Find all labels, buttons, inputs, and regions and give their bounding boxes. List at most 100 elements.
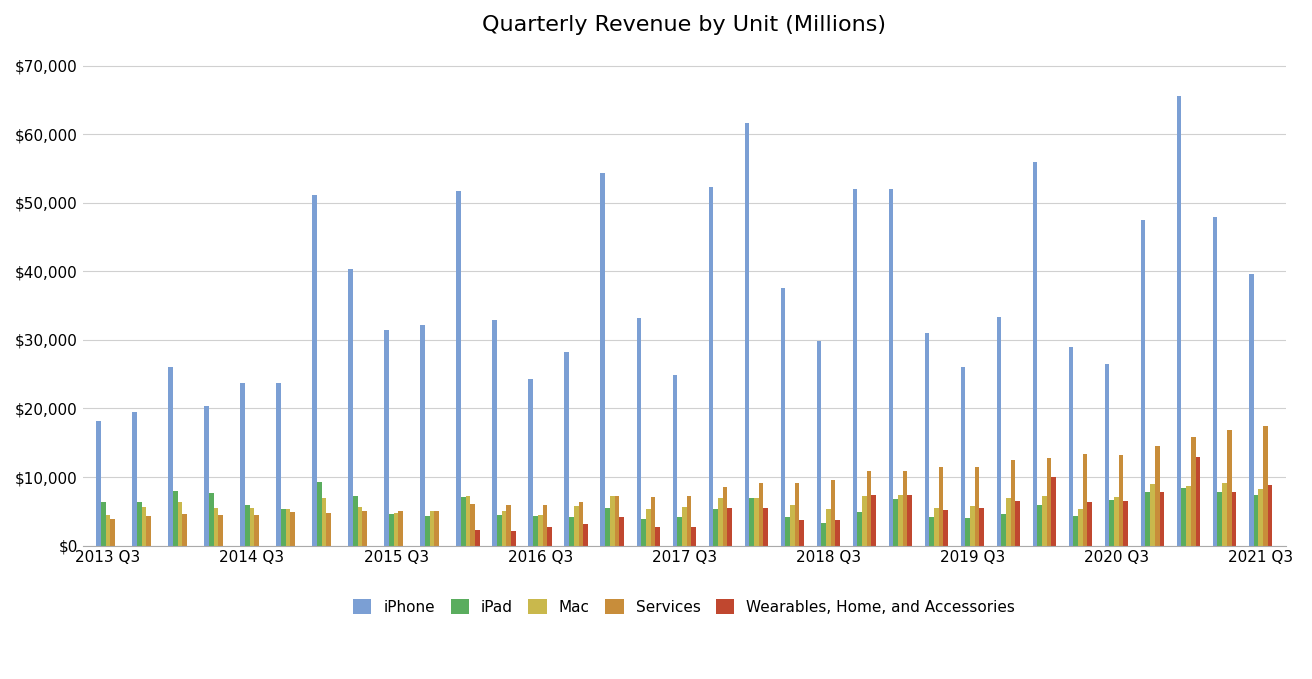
Bar bbox=[816, 340, 821, 546]
Bar bbox=[686, 496, 691, 546]
Bar bbox=[321, 498, 327, 546]
Bar bbox=[619, 517, 625, 546]
Bar bbox=[903, 471, 908, 546]
Bar bbox=[960, 367, 966, 546]
Bar bbox=[655, 527, 660, 546]
Bar bbox=[1151, 483, 1155, 546]
Bar bbox=[1155, 446, 1160, 546]
Bar bbox=[1212, 217, 1218, 546]
Bar bbox=[943, 511, 949, 546]
Bar bbox=[642, 519, 646, 546]
Bar bbox=[1042, 496, 1047, 546]
Bar bbox=[547, 528, 552, 546]
Bar bbox=[1227, 430, 1232, 546]
Bar bbox=[461, 497, 466, 546]
Bar bbox=[501, 511, 506, 546]
Bar bbox=[1249, 274, 1253, 546]
Bar bbox=[133, 412, 136, 546]
Bar bbox=[110, 519, 115, 546]
Bar bbox=[318, 482, 321, 546]
Bar bbox=[168, 367, 173, 546]
Bar bbox=[177, 502, 182, 546]
Bar bbox=[281, 509, 286, 546]
Bar bbox=[569, 517, 573, 546]
Bar bbox=[1105, 365, 1110, 546]
Bar bbox=[327, 513, 331, 546]
Bar bbox=[96, 421, 101, 546]
Bar bbox=[564, 352, 569, 546]
Bar bbox=[209, 494, 214, 546]
Bar bbox=[836, 520, 840, 546]
Bar bbox=[718, 498, 723, 546]
Bar bbox=[384, 331, 390, 546]
Bar bbox=[430, 511, 434, 546]
Bar bbox=[136, 502, 142, 546]
Title: Quarterly Revenue by Unit (Millions): Quarterly Revenue by Unit (Millions) bbox=[483, 15, 886, 35]
Bar bbox=[1145, 492, 1151, 546]
Bar bbox=[970, 507, 975, 546]
Bar bbox=[101, 502, 105, 546]
Bar bbox=[749, 498, 754, 546]
Bar bbox=[651, 497, 655, 546]
Bar bbox=[249, 508, 255, 546]
Legend: iPhone, iPad, Mac, Services, Wearables, Home, and Accessories: iPhone, iPad, Mac, Services, Wearables, … bbox=[346, 593, 1022, 621]
Bar bbox=[1182, 488, 1186, 546]
Bar bbox=[673, 375, 677, 546]
Bar bbox=[492, 320, 497, 546]
Bar bbox=[888, 189, 893, 546]
Bar bbox=[614, 496, 619, 546]
Bar bbox=[475, 530, 480, 546]
Bar bbox=[512, 530, 516, 546]
Bar bbox=[1114, 497, 1119, 546]
Bar bbox=[827, 509, 830, 546]
Bar bbox=[727, 508, 732, 546]
Bar bbox=[781, 288, 786, 546]
Bar bbox=[147, 516, 151, 546]
Bar bbox=[1051, 477, 1056, 546]
Bar bbox=[362, 511, 367, 546]
Bar bbox=[1082, 454, 1088, 546]
Bar bbox=[240, 383, 245, 546]
Bar bbox=[758, 483, 764, 546]
Bar bbox=[821, 524, 827, 546]
Bar bbox=[610, 496, 614, 546]
Bar bbox=[1253, 495, 1258, 546]
Bar bbox=[579, 502, 584, 546]
Bar bbox=[790, 505, 795, 546]
Bar bbox=[871, 496, 876, 546]
Bar bbox=[1001, 513, 1006, 546]
Bar bbox=[1038, 504, 1042, 546]
Bar bbox=[245, 505, 249, 546]
Bar bbox=[682, 507, 686, 546]
Bar bbox=[1119, 456, 1123, 546]
Bar bbox=[908, 496, 912, 546]
Bar bbox=[980, 508, 984, 546]
Bar bbox=[471, 504, 475, 546]
Bar bbox=[290, 513, 295, 546]
Bar bbox=[205, 406, 209, 546]
Bar bbox=[893, 500, 897, 546]
Bar bbox=[714, 509, 718, 546]
Bar bbox=[1160, 492, 1164, 546]
Bar bbox=[1010, 460, 1015, 546]
Bar bbox=[286, 509, 290, 546]
Bar bbox=[862, 496, 867, 546]
Bar bbox=[929, 517, 934, 546]
Bar bbox=[1223, 483, 1227, 546]
Bar bbox=[966, 517, 970, 546]
Bar bbox=[601, 172, 605, 546]
Bar bbox=[349, 270, 353, 546]
Bar bbox=[255, 515, 258, 546]
Bar bbox=[1195, 457, 1200, 546]
Bar bbox=[636, 318, 642, 546]
Bar bbox=[795, 483, 799, 546]
Bar bbox=[538, 515, 542, 546]
Bar bbox=[1140, 220, 1145, 546]
Bar bbox=[1263, 426, 1267, 546]
Bar bbox=[529, 379, 533, 546]
Bar bbox=[925, 333, 929, 546]
Bar bbox=[691, 527, 695, 546]
Bar bbox=[358, 507, 362, 546]
Bar bbox=[1123, 501, 1128, 546]
Bar bbox=[857, 513, 862, 546]
